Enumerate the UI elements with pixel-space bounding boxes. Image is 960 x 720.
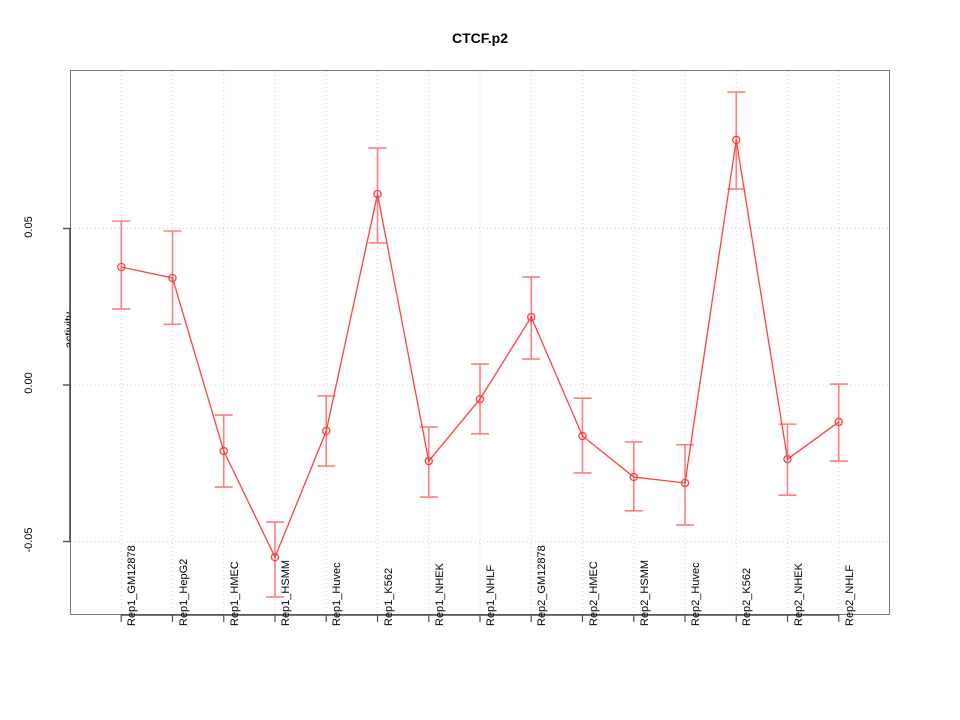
x-tick-label: Rep1_K562 — [382, 567, 395, 626]
y-tick-label: 0.00 — [23, 372, 35, 394]
x-tick-label: Rep2_K562 — [741, 567, 754, 626]
x-tick-label: Rep1_HMEC — [228, 561, 241, 626]
chart-title: CTCF.p2 — [452, 30, 508, 46]
y-tick-label: 0.05 — [23, 215, 35, 238]
x-tick-label: Rep2_GM12878 — [536, 545, 549, 626]
x-tick-label: Rep2_Huvec — [690, 562, 702, 626]
x-tick-label: Rep2_NHLF — [843, 564, 856, 626]
x-tick-label: Rep1_HSMM — [280, 559, 292, 626]
x-tick-label: Rep2_HSMM — [638, 559, 651, 626]
plot-area — [70, 70, 890, 615]
x-tick-label: Rep2_HMEC — [587, 561, 600, 626]
x-tick-label: Rep1_Huvec — [331, 562, 344, 626]
x-tick-label: Rep1_GM12878 — [126, 545, 139, 626]
x-tick-label: Rep2_NHEK — [792, 563, 805, 626]
x-tick-label: Rep1_NHLF — [485, 564, 497, 626]
x-tick-label: Rep1_HepG2 — [177, 558, 190, 626]
y-tick-label: -0.05 — [23, 526, 35, 553]
x-tick-label: Rep1_NHEK — [433, 563, 446, 626]
